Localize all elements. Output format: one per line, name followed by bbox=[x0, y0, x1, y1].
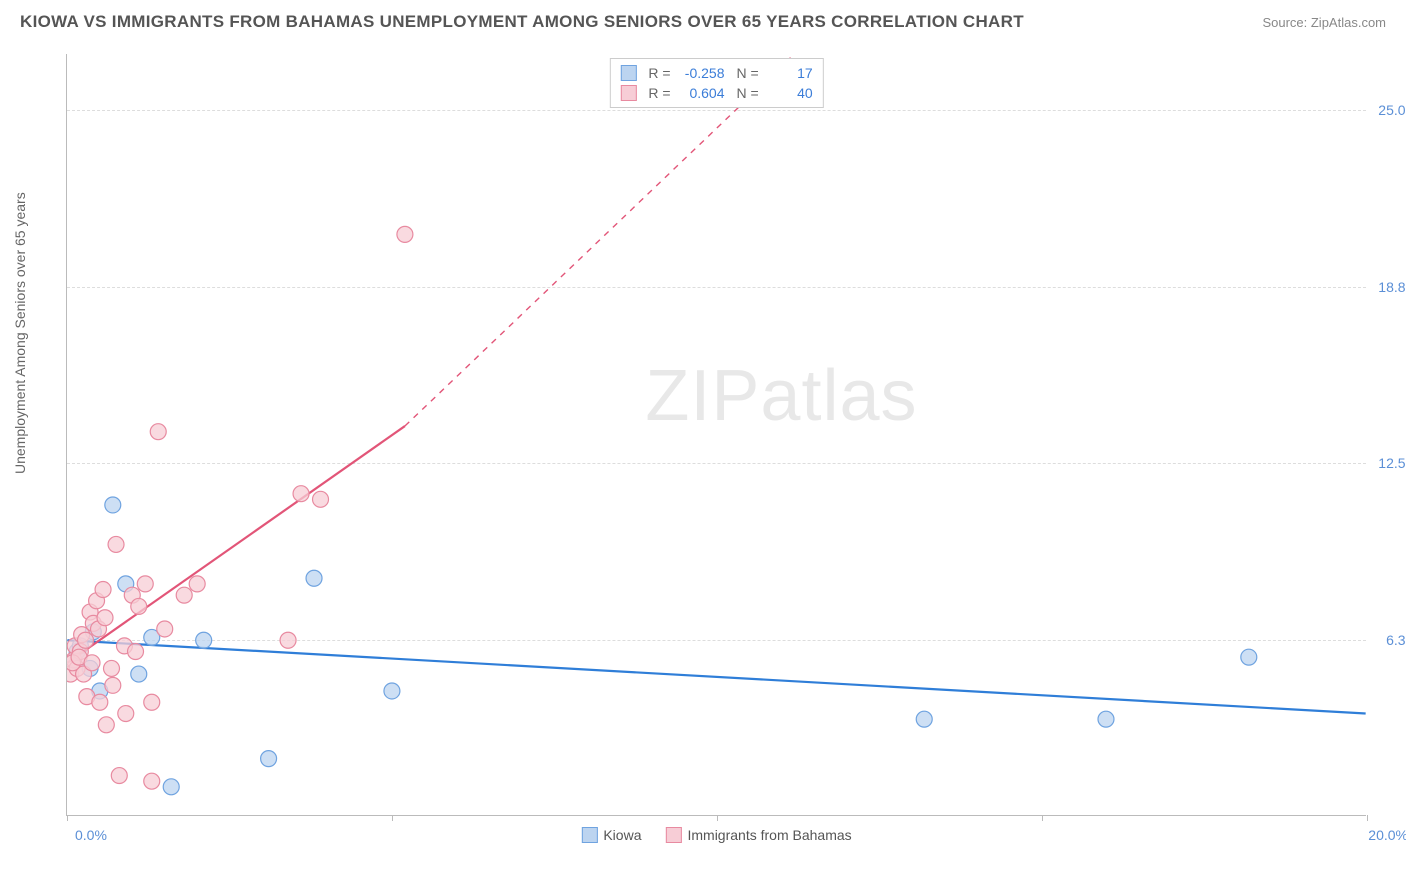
x-max-label: 20.0% bbox=[1368, 827, 1406, 843]
data-point bbox=[144, 773, 160, 789]
data-point bbox=[105, 497, 121, 513]
data-point bbox=[293, 486, 309, 502]
legend-label-kiowa: Kiowa bbox=[603, 827, 641, 843]
data-point bbox=[157, 621, 173, 637]
legend-bottom: Kiowa Immigrants from Bahamas bbox=[581, 827, 851, 843]
x-tick bbox=[67, 815, 68, 821]
data-point bbox=[105, 677, 121, 693]
source-label: Source: ZipAtlas.com bbox=[1262, 15, 1386, 30]
data-point bbox=[916, 711, 932, 727]
y-tick-label: 25.0% bbox=[1378, 102, 1406, 118]
x-tick bbox=[392, 815, 393, 821]
data-point bbox=[313, 491, 329, 507]
x-tick bbox=[1367, 815, 1368, 821]
data-point bbox=[137, 576, 153, 592]
n-label: N = bbox=[737, 85, 759, 101]
data-point bbox=[397, 226, 413, 242]
x-min-label: 0.0% bbox=[75, 827, 107, 843]
data-point bbox=[92, 694, 108, 710]
y-tick-label: 12.5% bbox=[1378, 455, 1406, 471]
data-point bbox=[189, 576, 205, 592]
x-tick bbox=[717, 815, 718, 821]
legend-item-bahamas: Immigrants from Bahamas bbox=[665, 827, 851, 843]
n-value-0: 17 bbox=[767, 65, 813, 81]
data-point bbox=[131, 598, 147, 614]
legend-stats-row-0: R = -0.258 N = 17 bbox=[620, 63, 812, 83]
y-tick-label: 18.8% bbox=[1378, 279, 1406, 295]
legend-stats-row-1: R = 0.604 N = 40 bbox=[620, 83, 812, 103]
data-point bbox=[108, 536, 124, 552]
x-tick bbox=[1042, 815, 1043, 821]
data-point bbox=[95, 582, 111, 598]
r-label: R = bbox=[648, 85, 670, 101]
data-point bbox=[261, 751, 277, 767]
y-axis-label: Unemployment Among Seniors over 65 years bbox=[12, 192, 28, 474]
data-point bbox=[118, 706, 134, 722]
data-point bbox=[176, 587, 192, 603]
data-point bbox=[78, 632, 94, 648]
r-label: R = bbox=[648, 65, 670, 81]
y-tick-label: 6.3% bbox=[1386, 632, 1406, 648]
data-point bbox=[144, 694, 160, 710]
n-label: N = bbox=[737, 65, 759, 81]
swatch-kiowa-bottom bbox=[581, 827, 597, 843]
data-point bbox=[1098, 711, 1114, 727]
data-point bbox=[280, 632, 296, 648]
data-point bbox=[84, 655, 100, 671]
data-point bbox=[97, 610, 113, 626]
data-point bbox=[1241, 649, 1257, 665]
data-point bbox=[128, 644, 144, 660]
data-point bbox=[131, 666, 147, 682]
n-value-1: 40 bbox=[767, 85, 813, 101]
r-value-1: 0.604 bbox=[679, 85, 725, 101]
plot-region: ZIPatlas R = -0.258 N = 17 R = 0.604 N =… bbox=[66, 54, 1366, 816]
legend-stats-box: R = -0.258 N = 17 R = 0.604 N = 40 bbox=[609, 58, 823, 108]
scatter-svg bbox=[67, 54, 1366, 815]
chart-area: Unemployment Among Seniors over 65 years… bbox=[50, 46, 1386, 846]
legend-label-bahamas: Immigrants from Bahamas bbox=[687, 827, 851, 843]
legend-item-kiowa: Kiowa bbox=[581, 827, 641, 843]
data-point bbox=[306, 570, 322, 586]
chart-title: KIOWA VS IMMIGRANTS FROM BAHAMAS UNEMPLO… bbox=[20, 12, 1024, 32]
data-point bbox=[104, 660, 120, 676]
swatch-bahamas-bottom bbox=[665, 827, 681, 843]
data-point bbox=[150, 424, 166, 440]
swatch-kiowa bbox=[620, 65, 636, 81]
data-point bbox=[384, 683, 400, 699]
swatch-bahamas bbox=[620, 85, 636, 101]
data-point bbox=[163, 779, 179, 795]
header: KIOWA VS IMMIGRANTS FROM BAHAMAS UNEMPLO… bbox=[0, 0, 1406, 40]
data-point bbox=[111, 768, 127, 784]
r-value-0: -0.258 bbox=[679, 65, 725, 81]
data-point bbox=[98, 717, 114, 733]
data-point bbox=[196, 632, 212, 648]
